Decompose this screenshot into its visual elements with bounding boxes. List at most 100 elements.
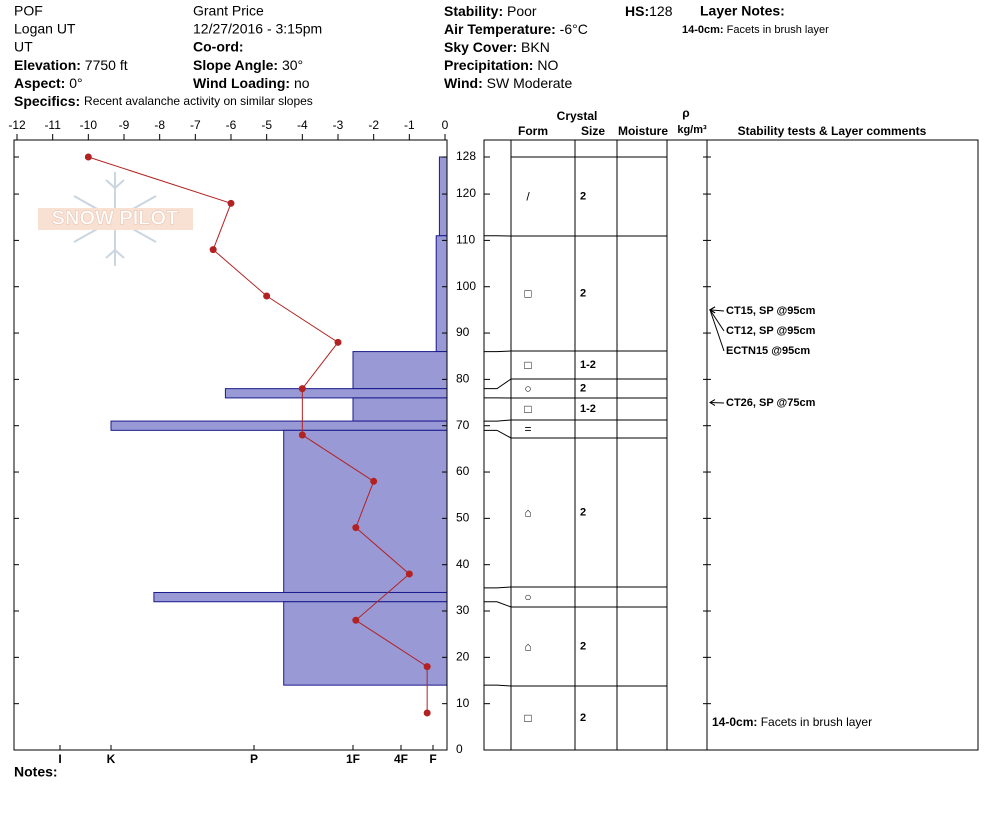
value: no [294, 75, 310, 91]
test-label: ECTN15 @95cm [726, 345, 810, 357]
x-tick-label: -1 [404, 118, 415, 132]
y-tick-label: 90 [456, 325, 470, 339]
form-symbol: □ [524, 711, 531, 725]
range: 14-0cm: [712, 715, 757, 729]
layer-notes-label: Layer Notes: [700, 3, 785, 19]
label: HS: [625, 3, 649, 19]
size: 2 [580, 640, 586, 652]
y-tick-label: 30 [456, 603, 470, 617]
hardness-bar [224, 388, 448, 399]
layer-note: 14-0cm: Facets in brush layer [682, 24, 829, 36]
test-arrow [709, 309, 725, 352]
layer-connector [484, 586, 512, 589]
test-arrow [709, 309, 725, 332]
hardness-bar [283, 601, 448, 686]
coord-label: Co-ord: [193, 39, 244, 55]
y-tick-label: 0 [456, 742, 463, 756]
column-header: Size [581, 124, 605, 138]
temperature-point [370, 477, 378, 485]
hardness-tick-label: 1F [346, 752, 360, 766]
hardness-tick-label: F [429, 752, 436, 766]
x-tick-label: 0 [442, 118, 449, 132]
pit-name: POF [14, 3, 43, 19]
x-tick-label: -9 [119, 118, 130, 132]
hardness-tick-label: 4F [394, 752, 408, 766]
size: 2 [580, 190, 586, 202]
y-tick-label: 120 [456, 186, 476, 200]
notes-label: Notes: [14, 764, 58, 780]
hardness-tick-label: K [107, 752, 116, 766]
x-tick-label: -8 [154, 118, 165, 132]
label: Wind Loading: [193, 75, 290, 91]
column-header: kg/m³ [677, 124, 707, 136]
form-symbol: □ [524, 287, 531, 301]
form-symbol: = [524, 422, 531, 436]
x-tick-label: -10 [80, 118, 98, 132]
value: SW Moderate [487, 75, 573, 91]
value: NO [537, 57, 558, 73]
location: Logan UT [14, 21, 76, 37]
y-tick-label: 100 [456, 279, 476, 293]
field: Aspect: 0° [14, 75, 83, 91]
column-header: Crystal [557, 109, 598, 123]
temperature-point [334, 338, 342, 346]
hardness-tick-label: P [250, 752, 258, 766]
layer-connector [484, 419, 512, 422]
y-tick-label: 50 [456, 511, 470, 525]
logo-band [38, 208, 193, 230]
x-tick-label: -11 [44, 118, 61, 132]
hardness-bar [435, 235, 448, 353]
field: HS:128 [625, 3, 673, 19]
field: Elevation: 7750 ft [14, 57, 128, 73]
layer-connector [484, 601, 512, 608]
column-header: ρ [682, 106, 689, 120]
arrow-head [709, 306, 716, 314]
label: Elevation: [14, 57, 81, 73]
value: Recent avalanche activity on similar slo… [84, 94, 313, 108]
arrow-head [709, 399, 716, 406]
temperature-point [405, 570, 413, 578]
hardness-bar [438, 156, 448, 237]
hardness-bar [352, 351, 448, 390]
form-symbol: ○ [524, 590, 531, 604]
value: 128 [649, 3, 673, 19]
temperature-point [84, 153, 92, 161]
header: POF Logan UT UT Elevation: 7750 ft Aspec… [14, 3, 829, 780]
layer-connector [484, 378, 512, 390]
field: Specifics: Recent avalanche activity on … [14, 93, 313, 109]
form-symbol: □ [524, 358, 531, 372]
y-tick-label: 80 [456, 372, 470, 386]
label: Specifics: [14, 93, 80, 109]
observer: Grant Price [193, 3, 264, 19]
temperature-point [263, 292, 271, 300]
label: Wind: [444, 75, 483, 91]
field: Air Temperature: -6°C [444, 21, 588, 37]
hardness-tick-label: I [58, 752, 61, 766]
field: Precipitation: NO [444, 57, 558, 73]
size: 1-2 [580, 359, 596, 371]
temperature-point [352, 524, 360, 532]
size: 1-2 [580, 403, 596, 415]
hardness-bar [110, 420, 448, 431]
layer-connector [484, 684, 512, 687]
hardness-bar [153, 591, 448, 603]
logo-text: SNOW PILOT [52, 207, 179, 229]
x-tick-label: -4 [297, 118, 308, 132]
label: Stability: [444, 3, 503, 19]
size: 2 [580, 287, 586, 299]
form-symbol: □ [524, 402, 531, 416]
temperature-point [209, 246, 217, 254]
test-label: CT15, SP @95cm [726, 305, 816, 317]
y-tick-label: 10 [456, 696, 470, 710]
y-tick-label: 20 [456, 650, 470, 664]
y-tick-label: 40 [456, 557, 470, 571]
field: Sky Cover: BKN [444, 39, 550, 55]
label: Air Temperature: [444, 21, 556, 37]
x-tick-label: -12 [8, 118, 26, 132]
hardness-bar [283, 429, 448, 593]
temperature-point [423, 709, 431, 717]
x-tick-label: -7 [190, 118, 201, 132]
size: 2 [580, 712, 586, 724]
y-tick-label: 70 [456, 418, 470, 432]
label: Aspect: [14, 75, 65, 91]
